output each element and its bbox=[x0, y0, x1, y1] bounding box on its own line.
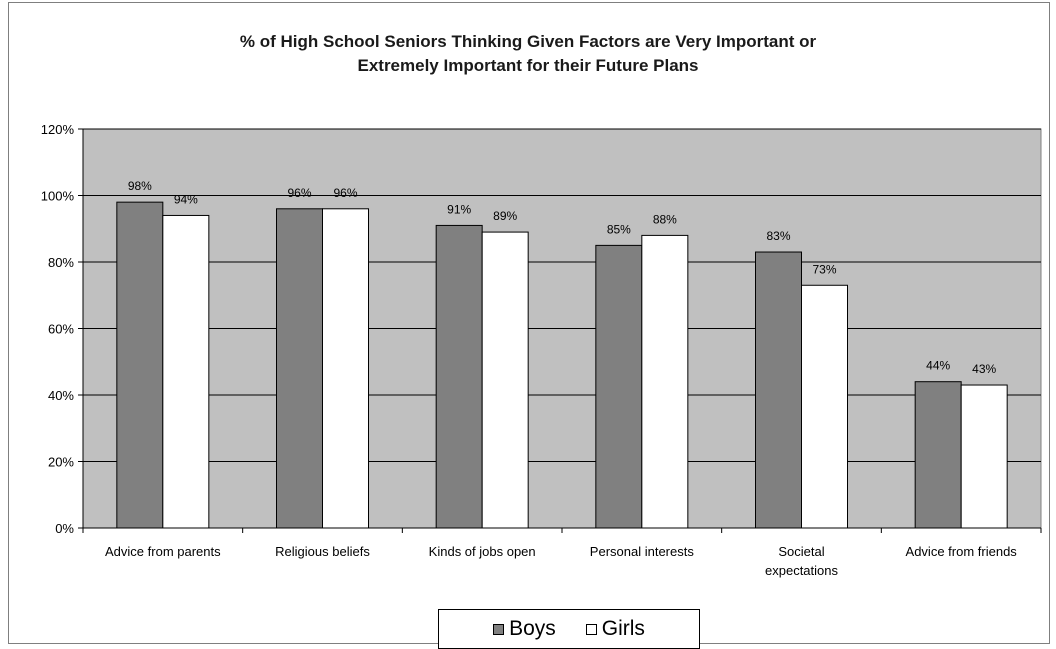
bar-boys-1 bbox=[276, 208, 323, 529]
x-category-label-3: Personal interests bbox=[590, 544, 695, 559]
data-label-boys-3: 85% bbox=[607, 222, 631, 236]
data-label-boys-4: 83% bbox=[766, 229, 790, 243]
x-category-label-5: Advice from friends bbox=[906, 544, 1018, 559]
x-category-label-4: expectations bbox=[765, 563, 838, 578]
bar-boys-5 bbox=[914, 381, 962, 529]
bar-boys-2 bbox=[435, 224, 483, 529]
data-label-boys-2: 91% bbox=[447, 202, 471, 216]
bar-girls-3 bbox=[641, 234, 689, 529]
bar-boys-4 bbox=[755, 251, 802, 529]
legend-swatch-girls bbox=[585, 623, 597, 635]
legend-swatch-boys bbox=[493, 623, 505, 635]
bar-girls-2 bbox=[481, 231, 529, 529]
data-label-girls-5: 43% bbox=[972, 362, 996, 376]
data-label-girls-0: 94% bbox=[174, 192, 198, 206]
y-tick-label: 0% bbox=[55, 521, 74, 536]
y-tick-label: 80% bbox=[48, 255, 74, 270]
chart-title-line-2: Extremely Important for their Future Pla… bbox=[357, 56, 699, 75]
bar-girls-5 bbox=[960, 384, 1008, 529]
legend-label-girls: Girls bbox=[601, 617, 645, 640]
data-label-girls-3: 88% bbox=[653, 212, 677, 226]
bar-boys-3 bbox=[595, 244, 643, 529]
y-tick-label: 100% bbox=[41, 189, 75, 204]
data-label-girls-1: 96% bbox=[333, 186, 357, 200]
legend-item-boys: Boys bbox=[493, 617, 556, 641]
bar-girls-4 bbox=[801, 284, 848, 529]
y-tick-label: 40% bbox=[48, 388, 74, 403]
y-tick-label: 60% bbox=[48, 322, 74, 337]
legend-item-girls: Girls bbox=[585, 617, 645, 641]
legend-label-boys: Boys bbox=[509, 617, 556, 640]
bar-girls-1 bbox=[322, 208, 369, 529]
x-category-label-1: Religious beliefs bbox=[275, 544, 370, 559]
y-tick-label: 20% bbox=[48, 455, 74, 470]
data-label-boys-1: 96% bbox=[287, 186, 311, 200]
data-label-boys-5: 44% bbox=[926, 359, 950, 373]
x-category-label-0: Advice from parents bbox=[105, 544, 221, 559]
x-category-label-2: Kinds of jobs open bbox=[429, 544, 536, 559]
data-label-boys-0: 98% bbox=[128, 179, 152, 193]
legend: Boys Girls bbox=[438, 609, 700, 649]
data-label-girls-4: 73% bbox=[812, 262, 836, 276]
x-category-label-4: Societal bbox=[778, 544, 824, 559]
y-tick-label: 120% bbox=[41, 122, 75, 137]
bar-girls-0 bbox=[162, 214, 210, 529]
chart-title-line-1: % of High School Seniors Thinking Given … bbox=[239, 32, 817, 51]
chart-title: % of High School Seniors Thinking Given … bbox=[0, 30, 1056, 78]
bar-boys-0 bbox=[116, 201, 164, 529]
data-label-girls-2: 89% bbox=[493, 209, 517, 223]
